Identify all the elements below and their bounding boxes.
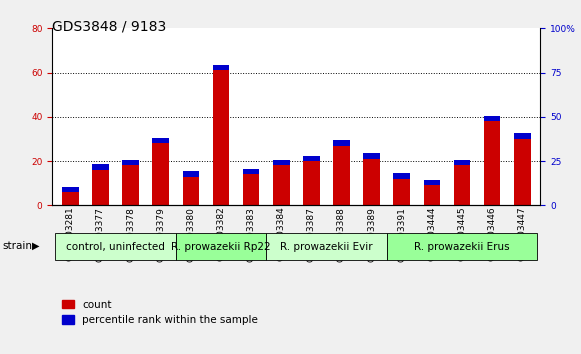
Bar (176, 233, 266, 261)
Bar (92, 164, 109, 170)
Bar (393, 179, 410, 205)
Bar (123, 160, 139, 166)
Text: R. prowazekii Rp22: R. prowazekii Rp22 (171, 242, 271, 252)
Bar (484, 121, 500, 205)
Legend: count, percentile rank within the sample: count, percentile rank within the sample (58, 296, 263, 329)
Text: R. prowazekii Evir: R. prowazekii Evir (280, 242, 373, 252)
Text: GDS3848 / 9183: GDS3848 / 9183 (52, 19, 167, 34)
Text: R. prowazekii Erus: R. prowazekii Erus (414, 242, 510, 252)
Bar (273, 160, 289, 166)
Bar (152, 138, 169, 143)
Bar (363, 153, 380, 159)
Bar (393, 173, 410, 179)
Bar (243, 175, 259, 205)
Bar (514, 133, 530, 139)
Bar (424, 180, 440, 185)
Bar (182, 171, 199, 177)
Bar (152, 143, 169, 205)
Bar (62, 187, 78, 192)
Bar (213, 65, 229, 70)
Bar (333, 140, 350, 145)
Bar (454, 166, 470, 205)
Bar (182, 177, 199, 205)
Bar (123, 166, 139, 205)
Bar (62, 192, 78, 205)
Bar (213, 70, 229, 205)
Bar (303, 161, 320, 205)
Bar (484, 116, 500, 121)
Bar (273, 166, 289, 205)
Bar (92, 170, 109, 205)
Bar (514, 139, 530, 205)
Bar (424, 185, 440, 205)
Bar (387, 233, 537, 261)
Bar (363, 159, 380, 205)
Text: control, uninfected: control, uninfected (66, 242, 165, 252)
Text: strain: strain (3, 241, 33, 251)
Bar (243, 169, 259, 175)
Bar (303, 155, 320, 161)
Bar (266, 233, 387, 261)
Bar (454, 160, 470, 166)
Bar (55, 233, 176, 261)
Text: ▶: ▶ (32, 241, 40, 251)
Bar (333, 145, 350, 205)
